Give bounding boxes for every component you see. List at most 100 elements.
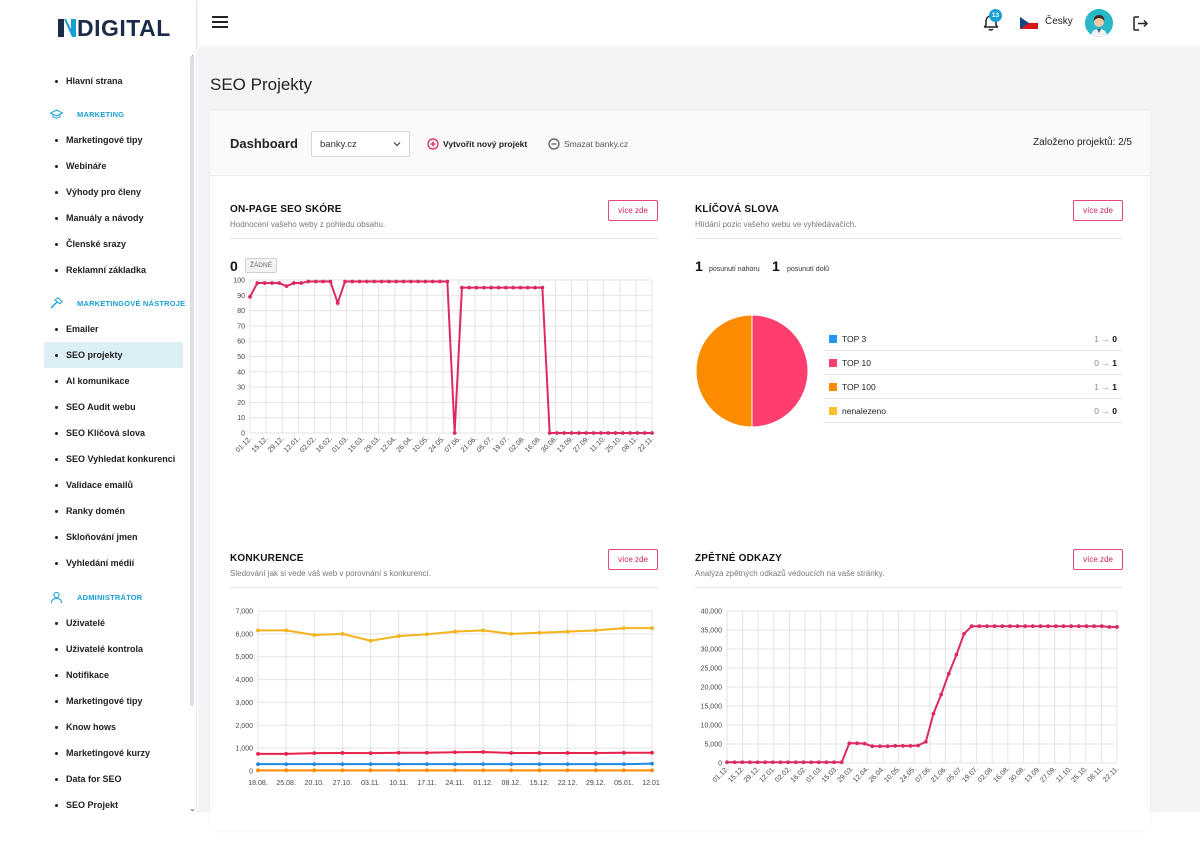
- sidebar-item-webinare[interactable]: Webináře: [44, 153, 183, 179]
- sidebar-item-reklamni-zakladka[interactable]: Reklamní základka: [44, 257, 183, 283]
- sidebar-item-marketingove-tipy[interactable]: Marketingové tipy: [44, 688, 183, 714]
- sidebar-item-manualy-a-navody[interactable]: Manuály a návody: [44, 205, 183, 231]
- sidebar-item-label: Marketingové tipy: [66, 696, 143, 706]
- data-point: [284, 768, 288, 772]
- data-point: [893, 744, 897, 748]
- sidebar-item-seo-klicova-slova[interactable]: SEO Klíčová slova: [44, 420, 183, 446]
- czech-flag-icon[interactable]: [1020, 17, 1038, 29]
- data-point: [763, 760, 767, 764]
- legend-from: 0: [1094, 358, 1099, 368]
- keywords-title: KLÍČOVÁ SLOVA: [695, 204, 779, 215]
- data-point: [622, 751, 626, 755]
- bullet-icon: [55, 752, 58, 755]
- competition-more-button[interactable]: více zde: [608, 549, 658, 570]
- sidebar-item-marketingove-tipy[interactable]: Marketingové tipy: [44, 127, 183, 153]
- sidebar-item-data-for-seo[interactable]: Data for SEO: [44, 766, 183, 792]
- data-point: [369, 762, 373, 766]
- data-point: [1077, 624, 1081, 628]
- sidebar-item-notifikace[interactable]: Notifikace: [44, 662, 183, 688]
- sidebar-scrollbar[interactable]: [190, 56, 194, 706]
- data-point: [947, 672, 951, 676]
- data-point: [628, 431, 632, 435]
- create-project-button[interactable]: Vytvořit nový projekt: [427, 137, 527, 151]
- bullet-icon: [55, 432, 58, 435]
- data-point: [358, 280, 362, 284]
- data-point: [489, 286, 493, 290]
- data-point: [794, 760, 798, 764]
- language-label[interactable]: Česky: [1045, 16, 1073, 27]
- legend-to: 0: [1112, 406, 1117, 416]
- logo[interactable]: DIGITAL: [58, 15, 171, 41]
- x-tick-label: 07.06.: [914, 765, 933, 784]
- divider: [695, 238, 1123, 239]
- y-tick-label: 0: [718, 761, 722, 768]
- avatar[interactable]: [1085, 9, 1113, 37]
- data-point: [809, 760, 813, 764]
- x-tick-label: 08.12.: [502, 780, 522, 787]
- data-point: [329, 280, 333, 284]
- bullet-icon: [55, 484, 58, 487]
- sidebar-item-label: Hlavní strana: [66, 76, 123, 86]
- data-point: [566, 751, 570, 755]
- sidebar-item-emailer[interactable]: Emailer: [44, 316, 183, 342]
- data-point: [481, 768, 485, 772]
- onpage-more-button[interactable]: více zde: [608, 200, 658, 221]
- legend-label: TOP 10: [842, 358, 871, 368]
- y-tick-label: 10: [237, 415, 245, 422]
- y-tick-label: 4,000: [235, 677, 253, 684]
- sidebar-item-seo-projekty[interactable]: SEO projekty: [44, 342, 183, 368]
- data-point: [284, 629, 288, 633]
- sidebar-item-uzivatele-kontrola[interactable]: Uživatelé kontrola: [44, 636, 183, 662]
- competition-subtitle: Sledování jak si vede váš web v porovnán…: [230, 569, 431, 578]
- data-point: [614, 431, 618, 435]
- data-point: [622, 626, 626, 630]
- divider: [695, 587, 1123, 588]
- keywords-more-button[interactable]: více zde: [1073, 200, 1123, 221]
- sidebar-item-label: Členské srazy: [66, 239, 126, 249]
- project-select[interactable]: banky.cz: [311, 131, 410, 157]
- data-point: [855, 741, 859, 745]
- sidebar-item-know-hows[interactable]: Know hows: [44, 714, 183, 740]
- sidebar-item-vyhledani-medii[interactable]: Vyhledání médií: [44, 550, 183, 576]
- sidebar-item-label: Data for SEO: [66, 774, 122, 784]
- sidebar-item-seo-vyhledat-konkurenci[interactable]: SEO Vyhledat konkurenci: [44, 446, 183, 472]
- y-tick-label: 70: [237, 323, 245, 330]
- x-tick-label: 15.03.: [821, 765, 840, 784]
- data-point: [263, 281, 267, 285]
- sidebar-item-label: Marketingové tipy: [66, 135, 143, 145]
- sidebar-item-marketingove-kurzy[interactable]: Marketingové kurzy: [44, 740, 183, 766]
- logout-icon[interactable]: [1132, 15, 1149, 32]
- y-tick-label: 60: [237, 339, 245, 346]
- y-tick-label: 20,000: [701, 685, 723, 692]
- sidebar-item-clenske-srazy[interactable]: Členské srazy: [44, 231, 183, 257]
- sidebar-item-hlavni-strana[interactable]: Hlavní strana: [44, 68, 183, 94]
- y-tick-label: 30: [237, 385, 245, 392]
- y-tick-label: 5,000: [235, 654, 253, 661]
- divider: [230, 238, 658, 239]
- sidebar-item-uzivatele[interactable]: Uživatelé: [44, 610, 183, 636]
- sidebar-item-seo-audit-webu[interactable]: SEO Audit webu: [44, 394, 183, 420]
- backlinks-more-button[interactable]: více zde: [1073, 549, 1123, 570]
- menu-icon[interactable]: [212, 16, 228, 30]
- data-point: [932, 712, 936, 716]
- x-tick-label: 08.11.: [621, 435, 639, 453]
- bullet-icon: [55, 269, 58, 272]
- sidebar-item-validace-emailu[interactable]: Validace emailů: [44, 472, 183, 498]
- data-point: [425, 762, 429, 766]
- x-tick-label: 13.09.: [556, 435, 575, 454]
- y-tick-label: 15,000: [701, 704, 723, 711]
- bullet-icon: [55, 243, 58, 246]
- delete-project-button[interactable]: Smazat banky.cz: [548, 137, 628, 151]
- users-icon: [50, 591, 70, 604]
- main-area: SEO Projekty Dashboard banky.cz Vytvořit…: [198, 46, 1200, 812]
- sidebar-item-ai-komunikace[interactable]: AI komunikace: [44, 368, 183, 394]
- data-point: [1008, 624, 1012, 628]
- sidebar-item-sklonovani-jmen[interactable]: Skloňování jmen: [44, 524, 183, 550]
- data-point: [511, 286, 515, 290]
- sidebar-section-label: MARKETINGOVÉ NÁSTROJE: [77, 299, 185, 308]
- sidebar-item-vyhody-pro-cleny[interactable]: Výhody pro členy: [44, 179, 183, 205]
- sidebar-item-seo-projekt[interactable]: SEO Projekt: [44, 792, 183, 818]
- data-point: [453, 630, 457, 634]
- data-point: [939, 693, 943, 697]
- sidebar-item-ranky-domen[interactable]: Ranky domén: [44, 498, 183, 524]
